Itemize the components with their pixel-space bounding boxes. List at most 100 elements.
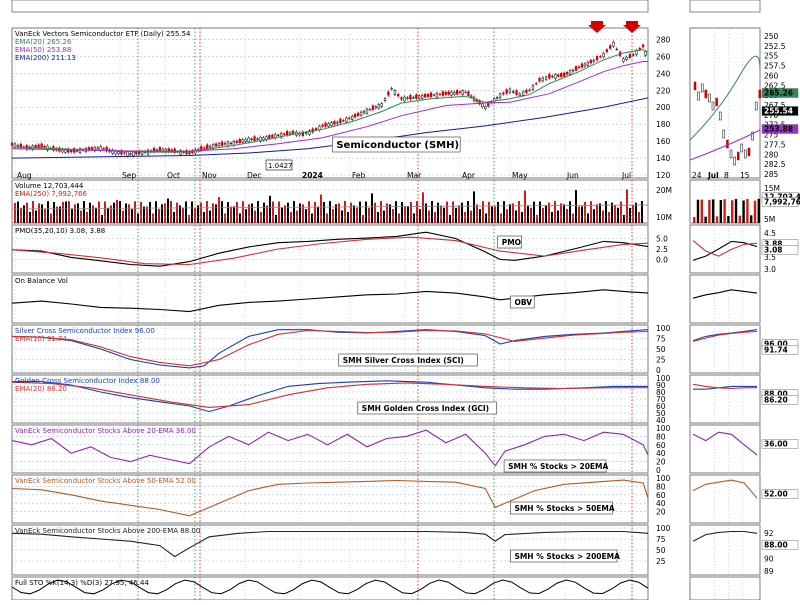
volume-bar	[458, 205, 460, 223]
volume-bar	[605, 201, 607, 223]
price-candle	[592, 59, 595, 62]
volume-bar	[482, 201, 484, 223]
volume-bar	[71, 209, 73, 223]
zoom-volume-bar	[696, 199, 700, 223]
volume-bar	[377, 211, 379, 223]
x-tick-3: Nov	[202, 171, 217, 180]
b50-series--50ema	[11, 479, 649, 517]
volume-bar	[629, 207, 631, 223]
volume-bar	[572, 213, 574, 223]
price-candle	[129, 153, 132, 155]
panel-label-pmo: PMO	[502, 238, 521, 247]
price-candle	[111, 149, 114, 154]
volume-bar	[83, 201, 85, 223]
price-candle	[577, 66, 581, 69]
legend-sci-1: EMA(10) 91.74	[15, 335, 67, 343]
panel-frame-b50	[11, 474, 649, 524]
sci-series-ema-10-	[11, 329, 649, 367]
volume-bar	[551, 211, 553, 223]
volume-bar	[635, 202, 637, 223]
price-candle	[418, 95, 421, 99]
price-candle	[571, 69, 575, 72]
volume-bar	[32, 201, 34, 223]
volume-bar	[380, 201, 382, 223]
price-series-ema-50-	[11, 61, 648, 152]
price-candle	[409, 94, 412, 100]
volume-bar	[254, 210, 256, 223]
price-candle	[351, 115, 354, 120]
price-candle	[458, 91, 462, 94]
volume-bar	[401, 201, 403, 223]
volume-bar	[122, 210, 124, 223]
price-candle	[155, 149, 159, 151]
volume-bar	[356, 207, 358, 223]
volume-bar	[347, 212, 349, 223]
y-tick-gci-5: 50	[656, 409, 666, 418]
price-candle	[123, 152, 126, 154]
volume-bar	[230, 206, 232, 223]
volume-bar	[314, 201, 316, 223]
y-tick-sci-3: 25	[656, 356, 666, 365]
volume-bar	[125, 203, 127, 223]
volume-bar	[473, 191, 475, 223]
volume-bar	[422, 192, 424, 223]
price-candle	[461, 90, 464, 96]
volume-bar	[50, 213, 52, 223]
price-candle	[484, 106, 487, 110]
zoom-volume-bar	[742, 200, 745, 223]
sci-zoom-series-1	[692, 330, 758, 342]
volume-bar	[47, 201, 49, 223]
price-candle	[301, 131, 305, 137]
volume-bar	[92, 205, 94, 223]
top-sliver-zoom-frame	[689, 0, 761, 13]
zoom-frame-b200	[689, 524, 761, 576]
last-value-b200-0: 88.00	[764, 541, 788, 550]
volume-bar	[248, 204, 250, 223]
volume-bar	[278, 201, 280, 223]
price-candle	[535, 83, 538, 85]
volume-bar	[476, 204, 478, 223]
price-candle	[528, 89, 531, 91]
y-tick-gci-4: 60	[656, 402, 666, 411]
zoom-volume-bar	[753, 200, 757, 223]
price-candle	[16, 145, 20, 148]
volume-bar	[542, 207, 544, 223]
volume-bar	[536, 214, 538, 223]
volume-bar	[512, 203, 514, 223]
volume-bar	[575, 189, 577, 223]
y-tick-volume-0: 20M	[656, 186, 672, 195]
price-candle	[481, 103, 484, 108]
price-candle	[444, 91, 448, 95]
zoom-volume-bar	[708, 199, 711, 223]
volume-bar	[302, 204, 304, 223]
volume-bar	[128, 204, 130, 223]
price-candle	[586, 61, 590, 66]
y-tick-gci-6: 40	[656, 416, 666, 425]
zoom-price-candle	[733, 156, 736, 166]
last-value-box-sci-1	[761, 345, 799, 355]
price-candle	[70, 150, 73, 153]
gci-series-ema-20-	[11, 381, 649, 408]
volume-bar	[116, 199, 118, 223]
price-candle	[560, 72, 563, 77]
zoom-y-tick-pmo-0: 4.5	[764, 229, 776, 238]
y-tick-pmo-0: 5.0	[656, 235, 668, 244]
price-candle	[525, 89, 528, 93]
price-candle	[505, 89, 508, 94]
price-candle	[563, 72, 566, 77]
volume-bar	[443, 207, 445, 223]
volume-bar	[317, 206, 319, 223]
volume-bar	[155, 201, 157, 223]
b200-zoom-series-0	[692, 530, 758, 542]
price-candle	[314, 128, 318, 131]
volume-bar	[290, 211, 292, 223]
volume-bar	[527, 205, 529, 223]
price-candle	[214, 143, 218, 147]
volume-bar	[389, 204, 391, 223]
zoom-price-candle	[740, 143, 744, 153]
volume-bar	[554, 201, 556, 223]
volume-bar	[359, 201, 361, 223]
price-candle	[327, 123, 330, 127]
price-candle	[232, 141, 236, 146]
